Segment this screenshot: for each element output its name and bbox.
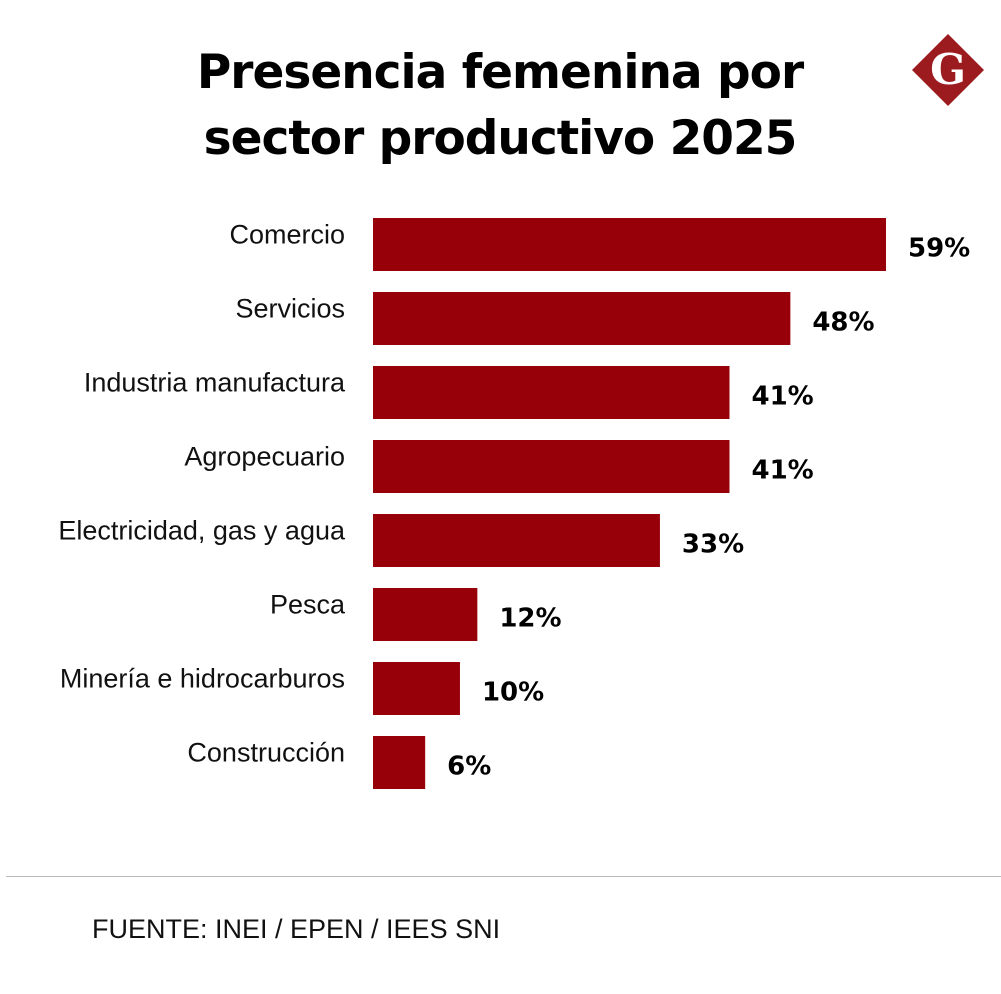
bar <box>373 366 730 419</box>
category-label: Comercio <box>229 220 345 250</box>
value-label: 48% <box>812 308 874 338</box>
chart-title: Presencia femenina por sector productivo… <box>100 40 900 172</box>
value-label: 41% <box>751 382 813 412</box>
value-label: 33% <box>682 530 744 560</box>
value-label: 12% <box>499 604 561 634</box>
bar-chart: Comercio 59% Servicios 48% Industria manufac… <box>58 218 970 789</box>
category-label: Pesca <box>270 590 346 620</box>
value-label: 41% <box>751 456 813 486</box>
title-line-2: sector productivo 2025 <box>203 111 798 166</box>
bar <box>373 736 426 789</box>
category-label: Industria manufactura <box>84 368 346 398</box>
bar <box>373 218 886 271</box>
logo-g-icon: G <box>912 34 984 106</box>
value-label: 10% <box>482 678 544 708</box>
category-label: Construcción <box>187 738 345 768</box>
bar <box>373 292 791 345</box>
source-note: FUENTE: INEI / EPEN / IEES SNI <box>92 914 501 944</box>
category-label: Minería e hidrocarburos <box>60 664 345 694</box>
bar <box>373 440 730 493</box>
category-label: Agropecuario <box>184 442 345 472</box>
divider <box>6 876 1001 877</box>
logo-diamond <box>912 34 984 106</box>
title-line-1: Presencia femenina por <box>196 45 804 100</box>
value-label: 59% <box>908 234 970 264</box>
bar <box>373 588 478 641</box>
bar <box>373 662 460 715</box>
category-label: Servicios <box>235 294 345 324</box>
logo-letter: G <box>930 45 966 94</box>
category-label: Electricidad, gas y agua <box>58 516 346 546</box>
value-label: 6% <box>447 752 491 782</box>
bar <box>373 514 660 567</box>
